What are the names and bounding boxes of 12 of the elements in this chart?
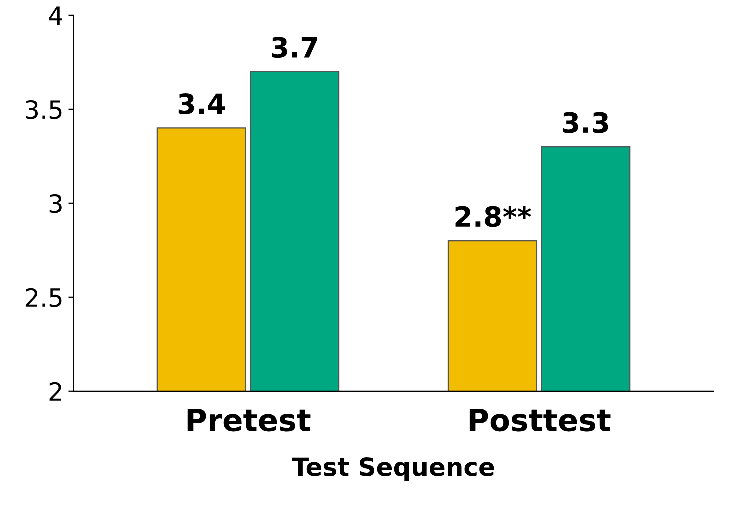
y-tick-label: 2.5 <box>26 288 62 308</box>
y-tick-label: 3.5 <box>26 100 62 120</box>
x-tick-label: Pretest <box>188 409 311 432</box>
y-tick-label: 2 <box>50 382 62 401</box>
data-label: 3.7 <box>272 37 318 58</box>
data-label: 2.8** <box>456 206 532 228</box>
data-label: 3.4 <box>178 94 225 115</box>
x-tick-label: Posttest <box>470 409 611 432</box>
x-axis-title: Test Sequence <box>292 458 494 482</box>
data-label: 3.3 <box>563 112 608 134</box>
y-tick-label: 4 <box>49 6 62 25</box>
y-tick-label: 3 <box>50 194 62 214</box>
